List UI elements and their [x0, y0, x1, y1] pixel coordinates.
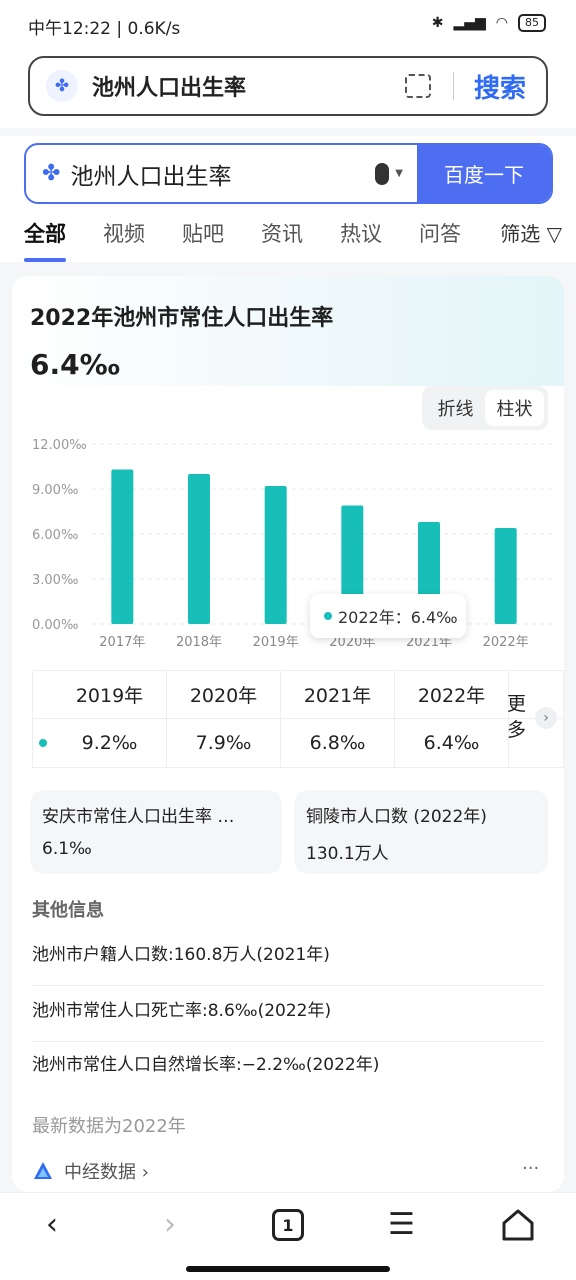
related-card[interactable]: 铜陵市人口数 (2022年) 130.1万人: [294, 790, 548, 874]
data-source[interactable]: 中经数据 › ···: [32, 1158, 539, 1184]
table-year-cell: 2021年: [281, 671, 395, 718]
tab-tieba[interactable]: 贴吧: [182, 222, 224, 246]
tab-discuss[interactable]: 热议: [340, 222, 382, 246]
bar-chart[interactable]: 0.00‰ 3.00‰ 6.00‰ 9.00‰ 12.00‰ 2017年 2018年 2019…: [12, 426, 564, 656]
home-icon[interactable]: [500, 1207, 536, 1243]
toggle-line[interactable]: 折线: [437, 399, 474, 420]
bar[interactable]: [111, 469, 134, 625]
tabs-count-button[interactable]: 1: [272, 1209, 304, 1241]
gesture-bar: [186, 1266, 390, 1272]
back-icon[interactable]: ‹: [46, 1207, 58, 1242]
search-button[interactable]: 搜索: [473, 73, 526, 104]
latest-data-note: 最新数据为2022年: [32, 1116, 186, 1137]
x-tick-label: 2019年: [253, 635, 299, 650]
y-tick-label: 9.00‰: [32, 483, 78, 498]
browser-search-bar[interactable]: ✤ 池州人口出生率 搜索: [28, 56, 548, 116]
bar[interactable]: [264, 486, 287, 624]
filter-button[interactable]: 筛选 ▽: [490, 218, 562, 247]
battery-icon: 85: [518, 14, 546, 32]
y-tick-label: 3.00‰: [32, 573, 78, 588]
bottom-navigation: ‹ › 1 ☰: [0, 1192, 576, 1280]
table-value-cell: 6.8‰: [281, 719, 395, 767]
table-year-cell: 2019年: [53, 671, 167, 718]
table-year-cell: 2022年: [395, 671, 509, 718]
card-value: 6.4‰: [30, 348, 120, 381]
status-bar: 中午12:22 | 0.6K/s ✱ ▂▄▆ ◠ 85: [0, 0, 576, 50]
table-lead-cell: [33, 719, 53, 767]
tooltip-text: 2022年：6.4‰: [338, 608, 458, 627]
x-tick-label: 2018年: [176, 635, 222, 650]
related-title: 铜陵市人口数 (2022年): [306, 807, 487, 827]
chevron-right-icon[interactable]: ›: [535, 707, 557, 729]
result-card: 2022年池州市常住人口出生率 6.4‰ 折线 柱状 0.00‰ 3.00‰ 6.0…: [12, 276, 564, 1192]
menu-icon[interactable]: ☰: [388, 1207, 415, 1242]
baidu-logo-icon: ✤: [42, 161, 61, 186]
y-tick-label: 6.00‰: [32, 528, 78, 543]
baidu-search-button[interactable]: 百度一下: [417, 145, 551, 202]
y-tick-label: 12.00‰: [32, 438, 87, 453]
tab-all[interactable]: 全部: [24, 218, 66, 262]
table-year-cell: 2020年: [167, 671, 281, 718]
related-card[interactable]: 安庆市常住人口出生率 … 6.1‰: [30, 790, 282, 874]
status-icons: ✱ ▂▄▆ ◠ 85: [432, 14, 546, 32]
related-value: 130.1万人: [306, 844, 389, 864]
baidu-paw-icon: ✤: [46, 70, 78, 102]
chart-type-toggle: 折线 柱状: [422, 386, 548, 430]
search-input[interactable]: 池州人口出生率: [70, 163, 232, 190]
data-table: 2019年 2020年 2021年 2022年 9.2‰ 7.9‰ 6.8‰ 6…: [32, 670, 564, 768]
table-lead-cell: [33, 671, 53, 718]
toggle-bar[interactable]: 柱状: [485, 390, 544, 426]
divider: [452, 72, 454, 100]
microphone-icon[interactable]: [375, 162, 390, 185]
chevron-down-icon[interactable]: ▼: [395, 168, 403, 179]
source-logo-icon: [34, 1162, 52, 1179]
table-header-row: 2019年 2020年 2021年 2022年: [33, 671, 564, 719]
result-tabs: 全部 视频 贴吧 资讯 热议 问答 筛选 ▽: [24, 218, 576, 262]
x-tick-label: 2022年: [483, 635, 529, 650]
x-tick-label: 2017年: [99, 635, 145, 650]
other-info-item[interactable]: 池州市常住人口自然增长率:−2.2‰(2022年): [32, 1055, 380, 1075]
forward-icon[interactable]: ›: [164, 1207, 176, 1242]
related-title: 安庆市常住人口出生率 …: [42, 807, 235, 827]
tooltip-dot: [324, 612, 332, 620]
status-time: 中午12:22 | 0.6K/s: [28, 19, 181, 39]
wifi-icon: ◠: [495, 15, 508, 31]
bluetooth-icon: ✱: [431, 15, 444, 31]
source-label: 中经数据 ›: [64, 1162, 149, 1183]
x-tick-label: 2020年: [329, 635, 375, 650]
more-options-icon[interactable]: ···: [522, 1158, 540, 1179]
baidu-search-box[interactable]: ✤ 池州人口出生率 ▼ 百度一下: [24, 143, 553, 204]
table-value-cell: 6.4‰: [395, 719, 509, 767]
filter-icon: ▽: [546, 222, 562, 246]
card-header-gradient: [12, 276, 564, 386]
other-info-item[interactable]: 池州市户籍人口数:160.8万人(2021年): [32, 940, 544, 986]
y-tick-label: 0.00‰: [32, 618, 78, 633]
tab-news[interactable]: 资讯: [261, 222, 303, 246]
table-value-cell: 9.2‰: [53, 719, 167, 767]
section-divider: [0, 128, 576, 136]
series-dot: [39, 739, 47, 747]
related-value: 6.1‰: [42, 839, 92, 859]
scan-icon[interactable]: [404, 74, 431, 98]
other-info-heading: 其他信息: [32, 900, 104, 921]
tab-qa[interactable]: 问答: [419, 222, 461, 246]
card-title[interactable]: 2022年池州市常住人口出生率: [30, 306, 334, 331]
chart-tooltip: 2022年：6.4‰: [310, 594, 466, 638]
other-info-item[interactable]: 池州市常住人口死亡率:8.6‰(2022年): [32, 996, 544, 1042]
bar[interactable]: [494, 528, 517, 624]
tab-video[interactable]: 视频: [103, 222, 145, 246]
table-more-link[interactable]: 更多: [507, 693, 527, 741]
filter-label: 筛选: [500, 222, 541, 246]
table-value-row: 9.2‰ 7.9‰ 6.8‰ 6.4‰: [33, 719, 564, 767]
table-value-cell: 7.9‰: [167, 719, 281, 767]
bar[interactable]: [188, 474, 210, 624]
browser-query[interactable]: 池州人口出生率: [92, 76, 247, 101]
x-tick-label: 2021年: [406, 635, 452, 650]
signal-icon: ▂▄▆: [453, 15, 486, 31]
